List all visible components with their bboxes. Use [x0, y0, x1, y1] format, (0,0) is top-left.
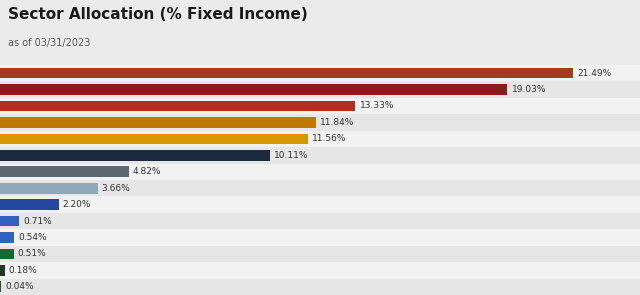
Text: 0.54%: 0.54%	[19, 233, 47, 242]
Bar	[0, 150, 269, 161]
Bar	[0, 98, 640, 114]
Text: 11.56%: 11.56%	[312, 134, 347, 143]
Text: 0.71%: 0.71%	[23, 217, 52, 226]
Text: 4.82%: 4.82%	[132, 167, 161, 176]
Text: 3.66%: 3.66%	[102, 184, 131, 193]
Bar	[0, 216, 19, 226]
Bar	[0, 131, 640, 147]
Bar	[0, 213, 640, 229]
Bar	[0, 114, 640, 131]
Text: 0.04%: 0.04%	[5, 282, 34, 291]
Bar	[0, 183, 97, 194]
Bar	[0, 101, 355, 111]
Bar	[0, 196, 640, 213]
Bar	[0, 163, 640, 180]
Text: 19.03%: 19.03%	[511, 85, 546, 94]
Bar	[0, 84, 508, 95]
Bar	[0, 147, 640, 163]
Text: as of 03/31/2023: as of 03/31/2023	[8, 38, 90, 48]
Bar	[0, 232, 15, 243]
Text: 21.49%: 21.49%	[577, 69, 611, 78]
Bar	[0, 262, 640, 278]
Text: 2.20%: 2.20%	[63, 200, 91, 209]
Text: 0.51%: 0.51%	[17, 249, 46, 258]
Bar	[0, 199, 59, 210]
Bar	[0, 229, 640, 246]
Bar	[0, 134, 308, 144]
Text: Sector Allocation (% Fixed Income): Sector Allocation (% Fixed Income)	[8, 7, 307, 22]
Bar	[0, 246, 640, 262]
Text: 0.18%: 0.18%	[9, 266, 38, 275]
Bar	[0, 278, 640, 295]
Text: 10.11%: 10.11%	[274, 151, 308, 160]
Bar	[0, 68, 573, 78]
Bar	[0, 281, 1, 292]
Bar	[0, 265, 5, 276]
Bar	[0, 166, 129, 177]
Text: 13.33%: 13.33%	[360, 101, 394, 111]
Bar	[0, 81, 640, 98]
Bar	[0, 65, 640, 81]
Bar	[0, 249, 13, 259]
Bar	[0, 117, 316, 128]
Bar	[0, 180, 640, 196]
Text: 11.84%: 11.84%	[320, 118, 354, 127]
